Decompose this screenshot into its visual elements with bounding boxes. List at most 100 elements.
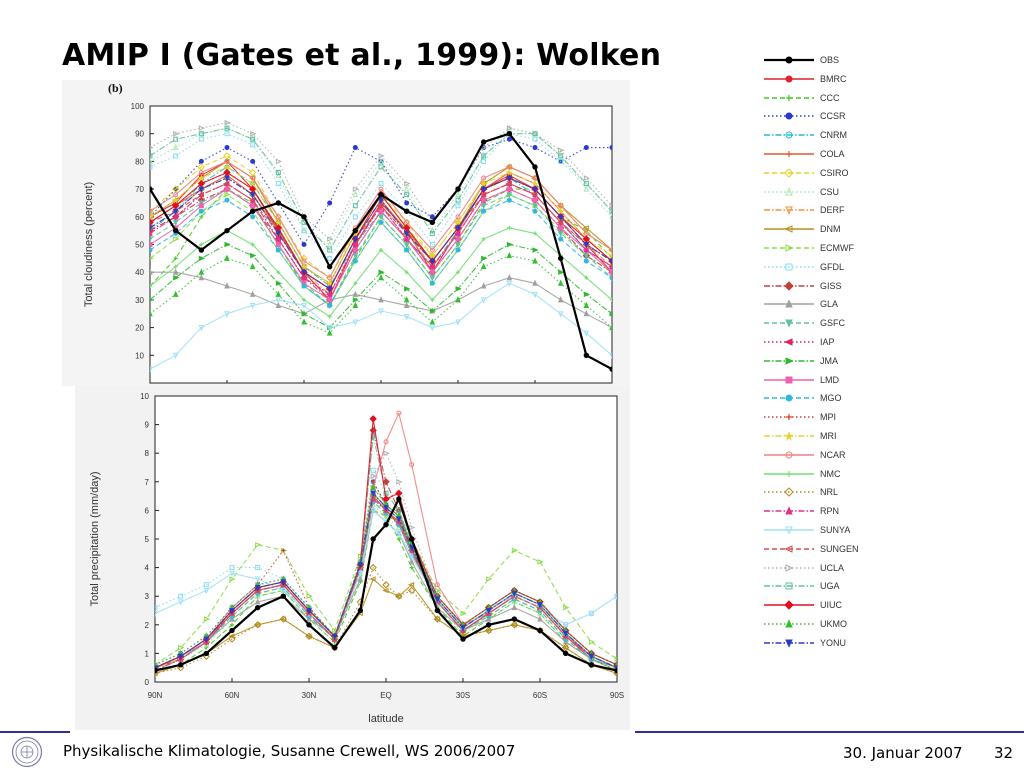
data-point-yonu xyxy=(275,230,282,238)
data-point-gfdl xyxy=(481,158,487,164)
data-point-ncar xyxy=(506,164,512,170)
data-point-gsfc xyxy=(455,242,461,249)
legend-item-gfdl: GFDL xyxy=(752,259,872,277)
data-point-sunya xyxy=(614,593,617,600)
data-point-ccsr xyxy=(609,145,612,151)
legend-label: SUNGEN xyxy=(820,543,859,554)
legend-label: NMC xyxy=(820,468,841,479)
data-point-ukmo xyxy=(150,310,153,317)
data-point-nrl xyxy=(228,635,236,643)
data-point-nmc xyxy=(533,231,537,236)
data-point-rpn xyxy=(301,274,307,281)
data-point-sunya xyxy=(588,610,595,618)
data-point-ukmo xyxy=(249,262,256,270)
legend-marker xyxy=(786,414,792,421)
data-point-jma xyxy=(150,298,154,302)
data-point-ncar xyxy=(396,410,402,416)
legend-marker xyxy=(785,376,793,384)
data-point-gfdl xyxy=(378,181,384,187)
data-point-mgo xyxy=(558,236,564,242)
data-point-obs xyxy=(537,627,543,634)
data-point-nrl xyxy=(395,592,403,600)
legend-swatch xyxy=(764,619,814,628)
data-point-ncar xyxy=(409,462,415,468)
legend-item-cnrm: CNRM xyxy=(752,127,872,145)
data-point-yonu xyxy=(532,186,538,193)
plot-area xyxy=(154,395,618,683)
y-tick-label: 8 xyxy=(145,449,150,458)
data-point-nrl xyxy=(484,626,493,635)
data-point-gla xyxy=(172,268,179,275)
data-point-mgo xyxy=(150,247,153,253)
data-point-yonu xyxy=(172,208,179,215)
data-point-gsfc xyxy=(378,214,384,221)
y-axis-label: Total precipitation (mm/day) xyxy=(89,471,101,606)
data-point-obs xyxy=(460,636,466,642)
data-point-dnm xyxy=(484,627,492,634)
data-point-gfdl xyxy=(203,582,209,588)
footer-text: Physikalische Klimatologie, Susanne Crew… xyxy=(63,742,516,760)
data-point-jma xyxy=(198,255,206,262)
x-tick-label: EQ xyxy=(380,691,392,700)
data-point-yonu xyxy=(370,490,376,497)
data-point-obs xyxy=(506,131,513,137)
x-tick-label: 60S xyxy=(533,691,547,700)
y-tick-label: 5 xyxy=(145,535,150,544)
data-point-yonu xyxy=(306,608,312,615)
data-point-rpn xyxy=(150,229,153,236)
data-point-sunya xyxy=(506,280,513,288)
data-point-gla xyxy=(357,575,364,582)
data-point-ncar xyxy=(250,175,256,181)
data-point-mri xyxy=(248,179,257,187)
data-point-mgo xyxy=(224,197,230,203)
x-axis-label: latitude xyxy=(368,713,403,725)
legend-swatch xyxy=(764,487,814,498)
legend-label: CSIRO xyxy=(820,167,849,178)
x-tick-label: 60N xyxy=(225,691,240,700)
data-point-ucla xyxy=(506,125,514,131)
data-point-csu xyxy=(583,185,590,192)
data-point-sunya xyxy=(562,622,569,629)
data-point-yonu xyxy=(583,242,590,249)
legend-swatch xyxy=(764,263,814,271)
data-point-sunya xyxy=(280,587,287,595)
data-point-dnm xyxy=(510,622,517,628)
data-point-obs xyxy=(562,650,569,657)
data-point-jma xyxy=(429,308,437,314)
data-point-uga xyxy=(275,169,281,175)
data-point-yonu xyxy=(408,545,415,552)
data-point-csiro xyxy=(223,152,231,160)
data-point-ccsr xyxy=(224,145,230,151)
data-point-lmd xyxy=(327,297,333,303)
legend-label: MGO xyxy=(820,393,842,404)
data-point-mri xyxy=(299,262,309,270)
data-point-ukmo xyxy=(198,268,205,275)
data-point-ecmwf xyxy=(255,541,262,548)
legend-swatch xyxy=(764,56,814,64)
legend-item-uiuc: UIUC xyxy=(752,597,872,615)
data-point-obs xyxy=(378,191,384,198)
data-point-uiuc xyxy=(223,168,231,177)
data-point-uga xyxy=(383,490,389,496)
data-point-jma xyxy=(558,269,565,275)
data-point-obs xyxy=(614,667,617,674)
series-line-mgo xyxy=(155,501,617,672)
data-point-mgo xyxy=(481,208,487,214)
data-point-ccc xyxy=(199,214,204,219)
data-point-csiro xyxy=(197,163,206,171)
data-point-ukmo xyxy=(506,251,513,259)
legend-item-ncar: NCAR xyxy=(752,447,872,465)
data-point-obs xyxy=(583,352,590,358)
data-point-ecmwf xyxy=(224,191,231,198)
data-point-dnm xyxy=(395,593,402,599)
series-line-ncar xyxy=(150,160,612,279)
data-point-mgo xyxy=(378,219,384,225)
legend-marker xyxy=(784,225,793,233)
legend-swatch xyxy=(764,280,814,291)
data-point-gsfc xyxy=(198,200,205,207)
data-point-rpn xyxy=(403,235,410,242)
y-tick-label: 60 xyxy=(135,213,144,222)
data-point-uiuc xyxy=(369,415,377,423)
data-point-gla xyxy=(562,638,569,645)
data-point-sungen xyxy=(197,191,204,198)
